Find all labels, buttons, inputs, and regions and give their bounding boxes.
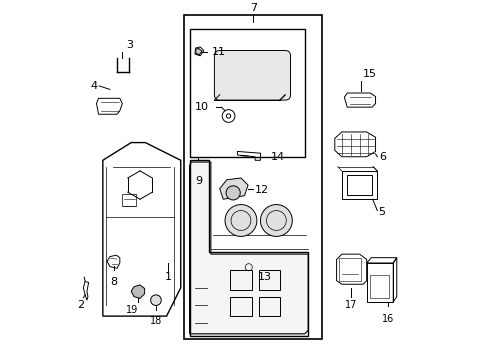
Text: 4: 4: [90, 81, 97, 91]
Circle shape: [150, 295, 161, 306]
Bar: [242, 266, 255, 275]
Bar: [122, 194, 136, 206]
Circle shape: [260, 204, 292, 237]
Circle shape: [225, 186, 240, 200]
Text: 8: 8: [110, 277, 118, 287]
Circle shape: [226, 114, 230, 118]
Bar: [258, 297, 279, 316]
Text: 17: 17: [344, 300, 356, 310]
Polygon shape: [195, 48, 202, 55]
Text: 1: 1: [164, 272, 171, 282]
Bar: [184, 15, 322, 339]
Bar: [339, 258, 360, 282]
Bar: [228, 266, 241, 275]
Text: 15: 15: [363, 69, 376, 79]
Text: 13: 13: [258, 272, 271, 282]
Text: 3: 3: [125, 40, 133, 50]
FancyBboxPatch shape: [214, 50, 290, 100]
Bar: [258, 270, 279, 289]
Text: 18: 18: [149, 316, 162, 326]
Circle shape: [224, 204, 256, 237]
Bar: [189, 29, 304, 157]
Bar: [230, 270, 251, 289]
Polygon shape: [219, 178, 247, 199]
Text: 19: 19: [125, 306, 138, 315]
Text: 7: 7: [249, 3, 256, 13]
Text: 16: 16: [381, 314, 393, 324]
Bar: [369, 275, 388, 298]
Text: 2: 2: [77, 300, 84, 310]
Text: 11: 11: [211, 46, 225, 57]
Polygon shape: [131, 285, 144, 298]
Text: 5: 5: [378, 207, 385, 217]
Text: 6: 6: [378, 152, 386, 162]
Text: 12: 12: [255, 185, 269, 195]
Bar: [230, 297, 251, 316]
Text: 9: 9: [195, 176, 202, 186]
Text: 10: 10: [195, 102, 209, 112]
Text: 14: 14: [270, 152, 285, 162]
Polygon shape: [189, 160, 307, 336]
